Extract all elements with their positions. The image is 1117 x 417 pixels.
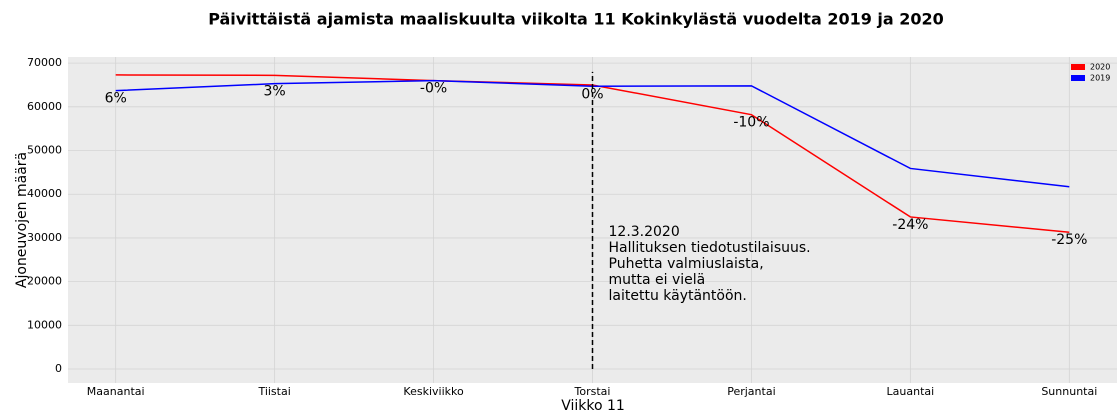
y-tick-label: 30000: [27, 231, 62, 244]
y-tick-label: 40000: [27, 187, 62, 200]
x-tick-label: Lauantai: [887, 385, 935, 398]
legend-swatch: [1071, 64, 1085, 70]
x-tick-label: Perjantai: [727, 385, 775, 398]
x-tick-label: Sunnuntai: [1041, 385, 1097, 398]
y-tick-label: 70000: [27, 56, 62, 69]
chart-title: Päivittäistä ajamista maaliskuulta viiko…: [208, 10, 944, 29]
change-label: -25%: [1051, 232, 1087, 248]
annotation-text: Hallituksen tiedotustilaisuus.: [609, 240, 811, 256]
y-tick-label: 60000: [27, 100, 62, 113]
x-tick-label: Torstai: [574, 385, 611, 398]
x-tick-label: Tiistai: [257, 385, 290, 398]
annotation-text: laitettu käytäntöön.: [609, 288, 747, 304]
legend-label: 2020: [1090, 63, 1110, 72]
change-label: -10%: [733, 115, 769, 131]
change-label: -24%: [892, 217, 928, 233]
x-tick-label: Maanantai: [87, 385, 145, 398]
legend-swatch: [1071, 75, 1085, 81]
change-label: 3%: [264, 84, 286, 100]
change-label: 6%: [105, 91, 127, 107]
y-tick-label: 50000: [27, 144, 62, 157]
annotation-text: Puhetta valmiuslaista,: [609, 256, 764, 272]
x-axis-label: Viikko 11: [561, 398, 625, 414]
y-axis-label: Ajoneuvojen määrä: [14, 152, 30, 288]
annotation-text: 12.3.2020: [609, 224, 680, 240]
change-label: -0%: [420, 81, 447, 97]
y-tick-label: 0: [55, 362, 62, 375]
x-tick-label: Keskiviikko: [403, 385, 464, 398]
legend-label: 2019: [1090, 74, 1110, 83]
y-tick-label: 20000: [27, 275, 62, 288]
annotation-text: mutta ei vielä: [609, 272, 706, 288]
y-tick-label: 10000: [27, 318, 62, 331]
